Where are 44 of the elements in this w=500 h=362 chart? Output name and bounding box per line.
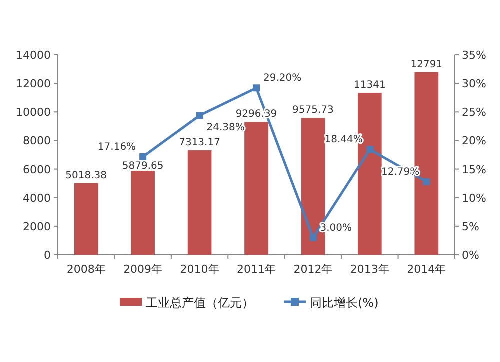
data-label: 24.38% [206, 122, 245, 134]
y2-tick-label: 20% [462, 134, 486, 148]
y2-tick-label: 10% [462, 192, 486, 205]
y2-tick-label: 5% [462, 220, 480, 234]
x-tick-label: 2013年 [350, 263, 390, 276]
y2-tick-label: 15% [462, 163, 486, 176]
x-tick-label: 2012年 [294, 263, 333, 276]
data-label: 12791 [410, 59, 443, 70]
x-tick-label: 2009年 [124, 263, 163, 276]
data-label: 17.16% [98, 142, 136, 153]
bar [131, 171, 155, 255]
data-label: 5879.65 [122, 161, 164, 172]
y2-tick-label: 25% [462, 106, 486, 120]
point [253, 84, 260, 92]
y2-tick-label: 30% [462, 78, 486, 91]
y2-tick-label: 35% [462, 49, 486, 62]
bar [188, 150, 212, 255]
data-label: 29.20% [264, 73, 302, 84]
x-tick-label: 2011年 [237, 263, 276, 276]
bar [244, 122, 268, 255]
data-label: 7313.17 [179, 138, 220, 149]
y-tick-label: 14000 [16, 49, 51, 62]
point [423, 178, 430, 186]
y-tick-label: 8000 [23, 134, 51, 148]
y-tick-label: 2000 [23, 220, 51, 234]
legend-label: 同比增长(%) [310, 296, 379, 310]
y-tick-label: 12000 [16, 78, 51, 91]
y-tick-label: 10000 [16, 106, 51, 120]
data-label: 11341 [354, 80, 386, 91]
point [140, 153, 147, 160]
bar [74, 183, 98, 255]
y2-tick-label: 0% [462, 249, 480, 262]
x-tick-label: 2014年 [407, 263, 446, 276]
x-tick-label: 2008年 [66, 263, 106, 276]
data-label: 9575.73 [292, 105, 334, 116]
point [196, 112, 204, 120]
x-tick-label: 2010年 [180, 263, 220, 276]
y-tick-label: 6000 [23, 163, 51, 176]
y-tick-label: 0 [44, 249, 51, 262]
data-label: 5018.38 [66, 170, 108, 182]
point [310, 234, 317, 242]
y-tick-label: 4000 [23, 192, 51, 205]
legend-label: 工业总产值（亿元） [146, 296, 254, 310]
point [366, 146, 374, 154]
